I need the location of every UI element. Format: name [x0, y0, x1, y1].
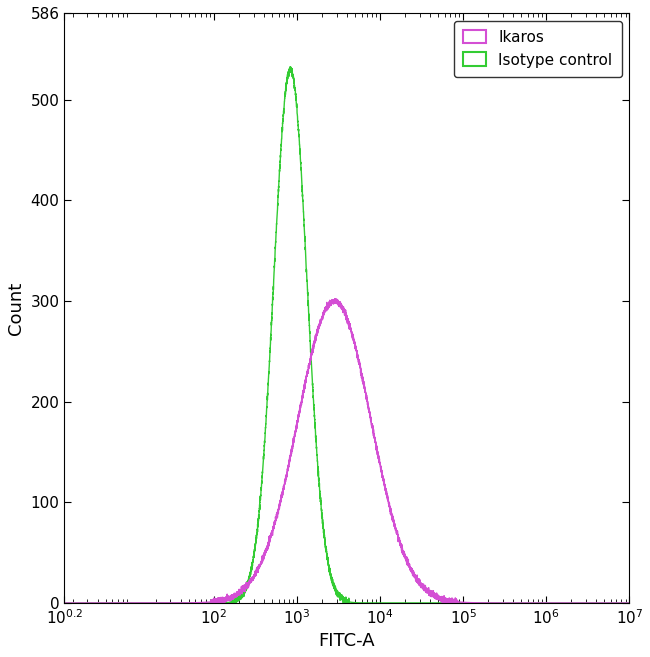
Legend: Ikaros, Isotype control: Ikaros, Isotype control	[454, 20, 621, 77]
Y-axis label: Count: Count	[7, 281, 25, 334]
X-axis label: FITC-A: FITC-A	[318, 632, 375, 650]
